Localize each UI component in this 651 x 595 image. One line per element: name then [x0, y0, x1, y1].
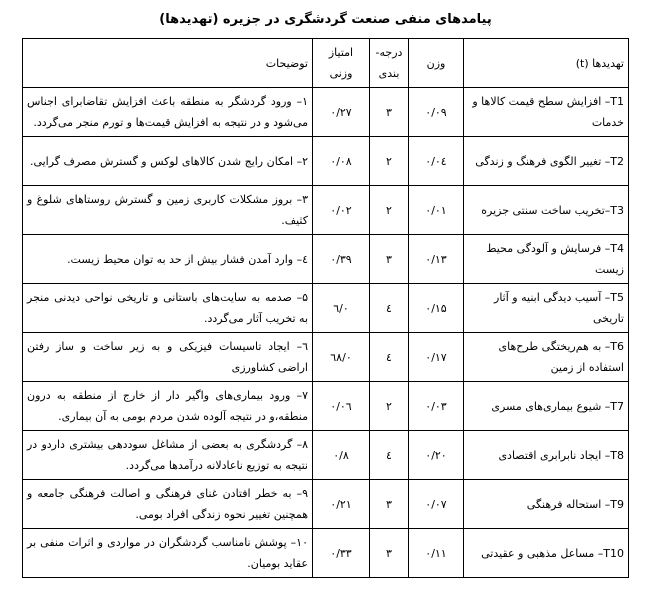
score-cell: ۰/۳۳ — [312, 528, 370, 578]
table-row: T4– فرسایش و آلودگی محیط زیست ۰/۱۳ ۳ ۰/۳۹ ٤–… — [22, 234, 629, 284]
weight-cell: ۰/۱۷ — [408, 332, 464, 382]
rank-cell: ۲ — [369, 185, 409, 235]
score-cell: ۰/۰۸ — [312, 136, 370, 186]
score-cell: ۰/۰٦ — [312, 381, 370, 431]
table-row: T3–تخریب ساخت سنتی جزیره ۰/۰۱ ۲ ۰/۰۲ ۳– بروز… — [22, 185, 629, 235]
rank-cell: ٤ — [369, 283, 409, 333]
threat-cell: T5– آسیب دیدگی ابنیه و آثار تاریخی — [463, 283, 629, 333]
threat-cell: T6– به هم‌ریختگی طرح‌های استفاده از زمین — [463, 332, 629, 382]
weight-cell: ۰/۰٤ — [408, 136, 464, 186]
threats-table: تهدیدها (t) وزن درجه-بندی امتیاز وزنی تو… — [22, 38, 629, 578]
description-cell: ۵– صدمه به سایت‌های باستانی و تاریخی نوا… — [22, 283, 313, 333]
threat-cell: T9– استحاله فرهنگی — [463, 479, 629, 529]
threat-cell: T2– تغییر الگوی فرهنگ و زندگی — [463, 136, 629, 186]
table-row: T1– افزایش سطح قیمت کالاها و خدمات ۰/۰۹ ۳ ۰… — [22, 87, 629, 137]
table-title: پیامدهای منفی صنعت گردشگری در جزیره (تهد… — [159, 12, 492, 27]
weight-cell: ۰/۱۱ — [408, 528, 464, 578]
rank-cell: ۲ — [369, 136, 409, 186]
header-rank: درجه-بندی — [369, 38, 409, 88]
header-row: تهدیدها (t) وزن درجه-بندی امتیاز وزنی تو… — [22, 38, 629, 88]
rank-cell: ٤ — [369, 430, 409, 480]
header-score: امتیاز وزنی — [312, 38, 370, 88]
weight-cell: ۰/۰۹ — [408, 87, 464, 137]
weight-cell: ۰/۱۵ — [408, 283, 464, 333]
table-row: T2– تغییر الگوی فرهنگ و زندگی ۰/۰٤ ۲ ۰/۰۸ ۲–… — [22, 136, 629, 186]
rank-cell: ٤ — [369, 332, 409, 382]
description-cell: ۳– بروز مشکلات کاربری زمین و گسترش روستا… — [22, 185, 313, 235]
weight-cell: ۰/۰۳ — [408, 381, 464, 431]
description-cell: ۱– ورود گردشگر به منطقه باعث افزایش تقاض… — [22, 87, 313, 137]
table-row: T5– آسیب دیدگی ابنیه و آثار تاریخی ۰/۱۵ ٤ ۰… — [22, 283, 629, 333]
description-cell: ۲– امکان رایج شدن کالاهای لوکس و گسترش م… — [22, 136, 313, 186]
description-cell: ۸– گردشگری به بعضی از مشاغل سوددهی بیشتر… — [22, 430, 313, 480]
threat-cell: T4– فرسایش و آلودگی محیط زیست — [463, 234, 629, 284]
rank-cell: ۳ — [369, 234, 409, 284]
rank-cell: ۲ — [369, 381, 409, 431]
score-cell: ۰/۳۹ — [312, 234, 370, 284]
table-row: T6– به هم‌ریختگی طرح‌های استفاده از زمین… — [22, 332, 629, 382]
table-row: T8– ایجاد نابرابری اقتصادی ۰/۲۰ ٤ ۰/۸ ۸– گرد… — [22, 430, 629, 480]
description-cell: ۹– به خطر افتادن غنای فرهنگی و اصالت فره… — [22, 479, 313, 529]
score-cell: ۰/٦۸ — [312, 332, 370, 382]
weight-cell: ۰/۲۰ — [408, 430, 464, 480]
score-cell: ۰/۲۱ — [312, 479, 370, 529]
header-description: توضیحات — [22, 38, 313, 88]
rank-cell: ۳ — [369, 87, 409, 137]
weight-cell: ۰/۰۷ — [408, 479, 464, 529]
weight-cell: ۰/۱۳ — [408, 234, 464, 284]
score-cell: ۰/۸ — [312, 430, 370, 480]
score-cell: ۰/۲۷ — [312, 87, 370, 137]
threat-cell: T3–تخریب ساخت سنتی جزیره — [463, 185, 629, 235]
description-cell: ۷– ورود بیماری‌های واگیر دار از خارج از … — [22, 381, 313, 431]
table-row: T7– شیوع بیماری‌های مسری ۰/۰۳ ۲ ۰/۰٦ ۷– ورود… — [22, 381, 629, 431]
description-cell: ٦– ایجاد تاسیسات فیزیکی و به زیر ساخت و … — [22, 332, 313, 382]
table-row: T10– مساعل مذهبی و عقیدتی ۰/۱۱ ۳ ۰/۳۳ ۱۰– پو… — [22, 528, 629, 578]
threat-cell: T7– شیوع بیماری‌های مسری — [463, 381, 629, 431]
header-weight: وزن — [408, 38, 464, 88]
header-threats: تهدیدها (t) — [463, 38, 629, 88]
weight-cell: ۰/۰۱ — [408, 185, 464, 235]
threat-cell: T8– ایجاد نابرابری اقتصادی — [463, 430, 629, 480]
description-cell: ٤– وارد آمدن فشار بیش از حد به توان محیط… — [22, 234, 313, 284]
threat-cell: T10– مساعل مذهبی و عقیدتی — [463, 528, 629, 578]
score-cell: ۰/۰۲ — [312, 185, 370, 235]
rank-cell: ۳ — [369, 479, 409, 529]
description-cell: ۱۰– پوشش نامناسب گردشگران در مواردی و اث… — [22, 528, 313, 578]
threat-cell: T1– افزایش سطح قیمت کالاها و خدمات — [463, 87, 629, 137]
score-cell: ۰/٦ — [312, 283, 370, 333]
rank-cell: ۳ — [369, 528, 409, 578]
table-row: T9– استحاله فرهنگی ۰/۰۷ ۳ ۰/۲۱ ۹– به خطر افت… — [22, 479, 629, 529]
